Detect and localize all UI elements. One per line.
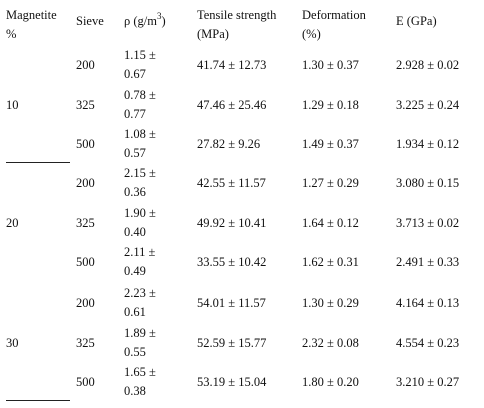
density-value: 1.65 ± [124,365,156,379]
row-deformation: 1.30 ± 0.37 [302,58,359,72]
density-error: 0.55 [124,345,146,359]
row-density: 1.89 ± 0.55 [124,324,156,362]
density-error: 0.38 [124,384,146,398]
row-density: 0.78 ± 0.77 [124,86,156,124]
row-density: 2.11 ± 0.49 [124,243,155,281]
row-tensile: 53.19 ± 15.04 [197,375,267,389]
density-value: 1.90 ± [124,206,156,220]
density-value: 2.11 ± [124,245,156,259]
table-bottom-rule [6,400,70,401]
row-deformation: 1.64 ± 0.12 [302,216,359,230]
row-sieve: 325 [76,216,95,230]
row-tensile: 33.55 ± 10.42 [197,255,267,269]
header-density-prefix: ρ (g/m [124,14,157,28]
row-sieve: 200 [76,176,95,190]
row-modulus: 2.928 ± 0.02 [396,58,460,72]
row-modulus: 4.164 ± 0.13 [396,296,460,310]
row-density: 1.90 ± 0.40 [124,204,156,242]
row-density: 2.15 ± 0.36 [124,164,156,202]
row-sieve: 325 [76,98,95,112]
header-tensile-strength: Tensile strength (MPa) [197,6,276,44]
density-value: 2.23 ± [124,286,156,300]
row-tensile: 42.55 ± 11.57 [197,176,266,190]
row-sieve: 200 [76,58,95,72]
header-sieve: Sieve [76,14,104,28]
header-modulus: E (GPa) [396,14,437,28]
row-deformation: 1.62 ± 0.31 [302,255,359,269]
density-error: 0.61 [124,305,146,319]
row-modulus: 1.934 ± 0.12 [396,137,460,151]
row-sieve: 500 [76,255,95,269]
row-tensile: 47.46 ± 25.46 [197,98,267,112]
density-value: 1.15 ± [124,48,156,62]
header-deformation-line1: Deformation [302,8,366,22]
header-tensile-line2: (MPa) [197,27,229,41]
group-divider [6,162,70,163]
group-magnetite-label: 10 [6,98,19,112]
density-error: 0.36 [124,185,146,199]
group-magnetite-label: 30 [6,336,19,350]
row-density: 1.08 ± 0.57 [124,125,156,163]
row-tensile: 41.74 ± 12.73 [197,58,267,72]
row-sieve: 500 [76,375,95,389]
header-deformation-line2: (%) [302,27,321,41]
header-tensile-line1: Tensile strength [197,8,277,22]
density-value: 0.78 ± [124,88,156,102]
density-value: 1.08 ± [124,127,156,141]
density-error: 0.67 [124,67,146,81]
row-tensile: 54.01 ± 11.57 [197,296,266,310]
header-magnetite: Magnetite % [6,6,57,44]
row-deformation: 2.32 ± 0.08 [302,336,359,350]
header-density-suffix: ) [161,14,166,28]
row-sieve: 200 [76,296,95,310]
row-density: 1.65 ± 0.38 [124,363,156,401]
row-density: 2.23 ± 0.61 [124,284,156,322]
row-deformation: 1.49 ± 0.37 [302,137,359,151]
header-density: ρ (g/m3) [124,12,166,31]
row-sieve: 500 [76,137,95,151]
density-error: 0.77 [124,107,146,121]
density-value: 1.89 ± [124,326,156,340]
density-error: 0.57 [124,146,146,160]
row-modulus: 4.554 ± 0.23 [396,336,460,350]
row-modulus: 3.225 ± 0.24 [396,98,460,112]
row-deformation: 1.29 ± 0.18 [302,98,359,112]
row-modulus: 3.713 ± 0.02 [396,216,460,230]
header-deformation: Deformation (%) [302,6,366,44]
row-deformation: 1.30 ± 0.29 [302,296,359,310]
row-modulus: 3.210 ± 0.27 [396,375,460,389]
density-error: 0.40 [124,225,146,239]
density-value: 2.15 ± [124,166,156,180]
row-deformation: 1.80 ± 0.20 [302,375,359,389]
row-deformation: 1.27 ± 0.29 [302,176,359,190]
row-density: 1.15 ± 0.67 [124,46,156,84]
header-magnetite-line2: % [6,27,17,41]
row-modulus: 3.080 ± 0.15 [396,176,460,190]
row-modulus: 2.491 ± 0.33 [396,255,460,269]
row-tensile: 52.59 ± 15.77 [197,336,267,350]
row-tensile: 49.92 ± 10.41 [197,216,267,230]
row-sieve: 325 [76,336,95,350]
header-magnetite-line1: Magnetite [6,8,57,22]
header-density-exponent: 3 [156,11,162,21]
density-error: 0.49 [124,264,146,278]
group-magnetite-label: 20 [6,216,19,230]
row-tensile: 27.82 ± 9.26 [197,137,261,151]
